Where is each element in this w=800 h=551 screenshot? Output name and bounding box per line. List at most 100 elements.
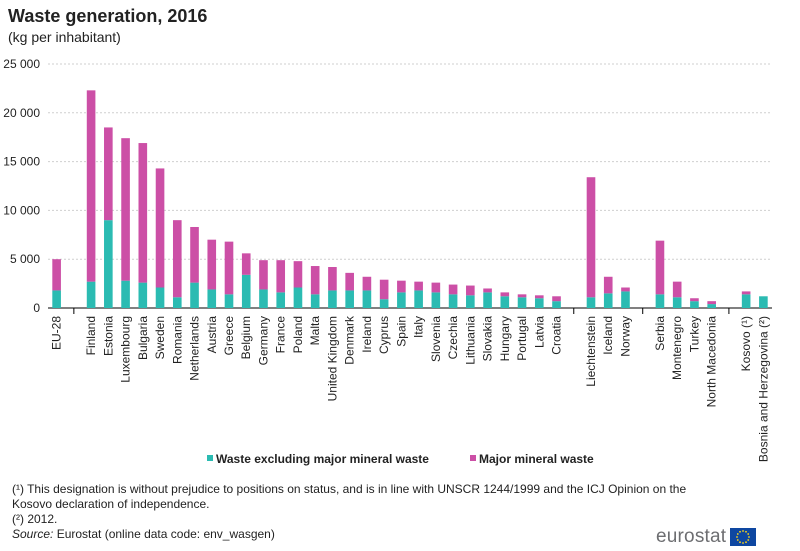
bar-major-mineral	[741, 291, 751, 295]
bar-major-mineral	[155, 168, 165, 288]
x-tick-label: Ireland	[360, 316, 374, 353]
x-tick-label: Iceland	[601, 316, 615, 355]
x-tick-label: Serbia	[653, 316, 667, 351]
x-tick-label: Portugal	[515, 316, 529, 361]
x-tick-label: United Kingdom	[325, 316, 339, 401]
y-tick-label: 20 000	[3, 106, 40, 120]
bar-waste-excluding	[207, 289, 217, 308]
bar-major-mineral	[621, 287, 630, 292]
source-line: Source: Eurostat (online data code: env_…	[12, 527, 692, 542]
legend-label-waste-excluding: Waste excluding major mineral waste	[216, 452, 429, 466]
bar-major-mineral	[379, 279, 389, 300]
x-tick-label: Denmark	[343, 315, 357, 365]
y-tick-label: 0	[33, 301, 40, 315]
bar-waste-excluding	[310, 294, 320, 308]
bar-major-mineral	[448, 284, 458, 295]
x-tick-label: Slovenia	[429, 316, 443, 362]
x-tick-label: Slovakia	[481, 316, 495, 362]
bar-waste-excluding	[672, 297, 682, 308]
x-tick-label: Belgium	[239, 316, 253, 359]
bar-major-mineral	[690, 298, 699, 302]
bar-waste-excluding	[345, 290, 354, 308]
x-tick-label: Liechtenstein	[584, 316, 598, 387]
bar-major-mineral	[466, 285, 475, 296]
bar-major-mineral	[345, 272, 354, 291]
bar-major-mineral	[241, 253, 251, 275]
eu-flag-icon	[730, 528, 757, 546]
bar-major-mineral	[172, 220, 182, 298]
x-axis: EU-28 Finland Estonia Luxembourg Bulgaria Swe…	[50, 308, 770, 462]
bar-major-mineral	[552, 296, 561, 302]
bar-major-mineral	[259, 260, 268, 290]
logo-text: eurostat	[656, 526, 727, 547]
x-tick-label: Netherlands	[188, 316, 202, 381]
bar-major-mineral	[397, 280, 406, 293]
x-tick-label: Spain	[394, 316, 408, 347]
x-tick-label: Estonia	[101, 316, 115, 356]
legend-label-major-mineral: Major mineral waste	[479, 452, 594, 466]
bar-waste-excluding	[362, 290, 372, 308]
x-tick-label: Malta	[308, 316, 322, 346]
x-tick-label: Romania	[170, 316, 184, 364]
x-tick-label: Latvia	[532, 316, 546, 348]
x-tick-label: Greece	[222, 316, 236, 356]
bar-major-mineral	[52, 259, 61, 291]
gridlines	[48, 63, 772, 309]
bar-waste-excluding	[241, 274, 251, 308]
x-tick-label: Sweden	[153, 316, 167, 359]
y-tick-label: 5 000	[10, 252, 40, 266]
bar-waste-excluding	[552, 301, 561, 308]
x-tick-label: Czechia	[446, 316, 460, 360]
bar-waste-excluding	[759, 296, 768, 308]
bar-waste-excluding	[690, 301, 699, 308]
bar-major-mineral	[672, 281, 682, 298]
bar-waste-excluding	[104, 220, 113, 308]
bar-waste-excluding	[466, 295, 475, 308]
bar-major-mineral	[328, 267, 337, 291]
legend-swatch-major-mineral	[470, 455, 476, 461]
bar-waste-excluding	[517, 297, 527, 308]
bar-waste-excluding	[259, 289, 268, 308]
x-tick-label: Finland	[84, 316, 98, 355]
eurostat-logo: eurostat	[656, 526, 757, 548]
footnote-2: (²) 2012.	[12, 512, 58, 526]
bar-major-mineral	[138, 143, 148, 283]
bar-waste-excluding	[586, 297, 596, 308]
bar-major-mineral	[190, 226, 199, 283]
source-text: Eurostat (online data code: env_wasgen)	[53, 527, 275, 541]
bar-major-mineral	[224, 241, 234, 295]
bar-waste-excluding	[190, 282, 199, 308]
bar-waste-excluding	[621, 291, 630, 308]
bar-waste-excluding	[172, 297, 182, 308]
x-tick-label: Montenegro	[670, 316, 684, 380]
bar-waste-excluding	[448, 294, 458, 308]
y-tick-label: 15 000	[3, 155, 40, 169]
bar-major-mineral	[207, 239, 217, 290]
bar-major-mineral	[603, 276, 613, 294]
bar-waste-excluding	[534, 298, 544, 308]
bar-major-mineral	[655, 240, 665, 295]
y-tick-label: 25 000	[3, 57, 40, 71]
y-tick-label: 10 000	[3, 203, 40, 217]
bar-waste-excluding	[293, 287, 303, 308]
y-axis: 0 5 000 10 000 15 000 20 000 25 000	[3, 57, 40, 315]
bar-major-mineral	[500, 292, 510, 297]
bar-waste-excluding	[328, 290, 337, 308]
bars	[52, 90, 768, 308]
chart-area: 0 5 000 10 000 15 000 20 000 25 000 EU-28 Finl…	[3, 57, 772, 466]
bar-major-mineral	[293, 261, 303, 288]
bar-major-mineral	[483, 288, 492, 293]
x-tick-label: Bulgaria	[136, 316, 150, 360]
x-tick-label: Lithuania	[463, 316, 477, 365]
x-tick-label: Germany	[256, 316, 270, 365]
bar-waste-excluding	[224, 294, 234, 308]
bar-waste-excluding	[603, 293, 613, 308]
source-label: Source:	[12, 527, 54, 541]
x-tick-label: Norway	[618, 316, 632, 357]
bar-major-mineral	[586, 177, 596, 298]
bar-waste-excluding	[155, 287, 165, 308]
bar-waste-excluding	[138, 282, 148, 308]
bar-waste-excluding	[379, 299, 389, 308]
bar-major-mineral	[517, 294, 527, 298]
bar-waste-excluding	[397, 292, 406, 308]
